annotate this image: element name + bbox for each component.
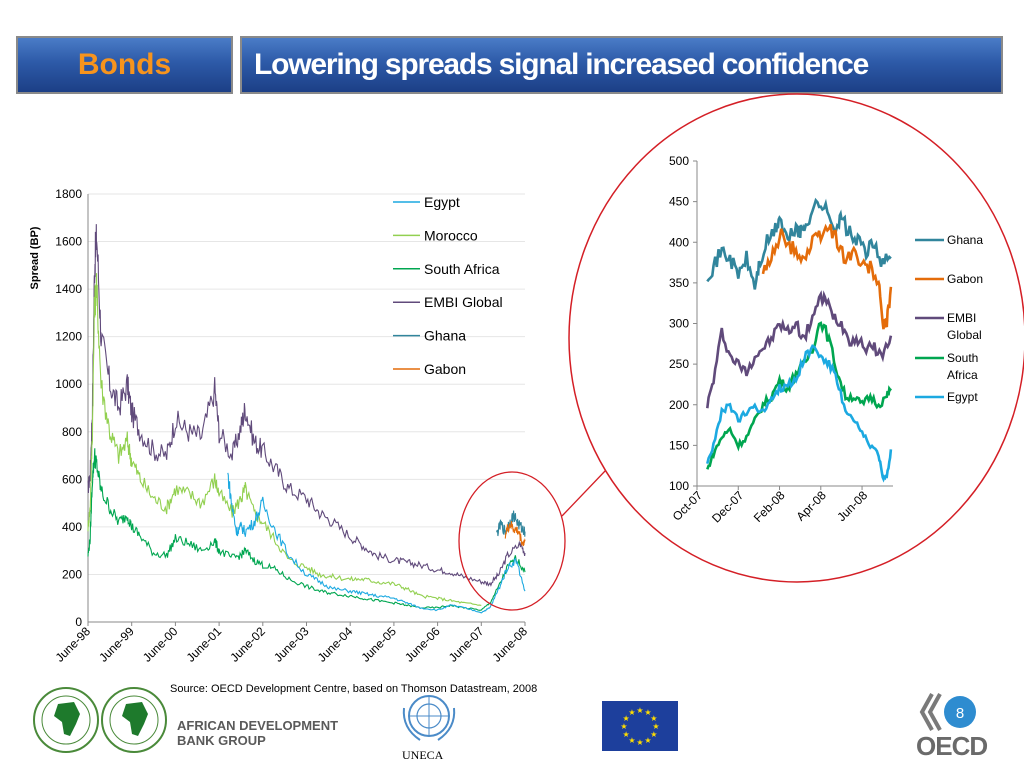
main-x-tick-label: June-02 [227,624,268,665]
main-series-ghana [496,510,526,537]
main-series-morocco [87,273,482,606]
main-series-embi-global [87,224,526,587]
main-y-tick-label: 0 [75,615,82,629]
main-x-tick-label: June-01 [184,624,225,665]
afdb-seal-fr-icon [33,687,99,753]
main-x-tick-label: June-07 [446,624,487,665]
main-y-tick-label: 1000 [55,377,82,391]
zoom-legend-label: Global [947,328,982,342]
zoom-legend-label: Egypt [947,390,978,404]
main-y-tick-label: 400 [62,520,82,534]
main-series-egypt [227,472,526,614]
eu-star-icon: ★ [636,738,643,747]
zoom-y-tick-label: 100 [669,479,689,493]
eu-star-icon: ★ [650,730,657,739]
zoom-legend-label: Gabon [947,272,983,286]
main-x-tick-label: June-04 [315,624,356,665]
main-legend-label: EMBI Global [424,294,503,310]
eu-flag-icon: ★★★★★★★★★ ★ ★★ [602,701,678,751]
zoom-y-tick-label: 250 [669,357,689,371]
page-number: 8 [956,705,964,722]
main-legend-label: Gabon [424,361,466,377]
main-series-gabon [504,520,526,547]
afdb-seal-en-icon [101,687,167,753]
uneca-label: UNECA [402,748,444,762]
eu-star-icon: ★ [644,736,651,745]
highlight-circle [458,471,566,611]
zoom-y-tick-label: 350 [669,276,689,290]
main-x-tick-label: June-98 [53,624,94,665]
eu-star-icon: ★ [644,708,651,717]
section-title: Bonds [77,48,172,81]
main-legend-label: South Africa [424,261,500,277]
main-x-tick-label: June-08 [490,624,531,665]
zoom-circle [568,93,1024,583]
zoom-connector [561,469,607,517]
zoom-series-embi-global [706,290,893,409]
main-legend-label: Morocco [424,227,478,243]
eu-star-icon: ★ [652,722,659,731]
zoom-series-ghana [706,197,892,290]
afdb-name-line1: AFRICAN DEVELOPMENT [177,718,339,733]
zoom-y-tick-label: 400 [669,235,689,249]
eu-star-icon: ★ [628,708,635,717]
slide-title: Lowering spreads signal increased confid… [254,48,869,81]
main-y-tick-label: 1800 [55,187,82,201]
oecd-logo-icon: 8 [919,693,976,731]
zoom-legend-label: EMBI [947,311,976,325]
main-x-tick-label: June-06 [402,624,443,665]
main-legend-label: Ghana [424,328,466,344]
eu-star-icon: ★ [623,730,630,739]
eu-star-icon: ★ [620,722,627,731]
main-y-axis-label: Spread (BP) [29,226,41,289]
afdb-name: AFRICAN DEVELOPMENT BANK GROUP [177,718,338,748]
zoom-legend-label: South [947,351,978,365]
main-y-tick-label: 200 [62,567,82,581]
main-y-tick-label: 600 [62,472,82,486]
main-x-tick-label: June-00 [140,624,181,665]
zoom-y-tick-label: 300 [669,317,689,331]
eu-star-icon: ★ [623,714,630,723]
zoom-legend-label: Ghana [947,233,983,247]
main-x-tick-label: June-05 [358,624,399,665]
eu-star-icon: ★ [650,714,657,723]
zoom-y-tick-label: 200 [669,398,689,412]
un-emblem-icon [402,695,456,741]
zoom-y-tick-label: 450 [669,195,689,209]
main-y-tick-label: 1600 [55,235,82,249]
zoom-series-egypt [706,344,893,483]
section-header: Bonds [16,36,233,94]
eu-star-icon: ★ [628,736,635,745]
zoom-series-gabon [761,223,893,330]
title-header: Lowering spreads signal increased confid… [240,36,1003,94]
main-x-tick-label: June-99 [96,624,137,665]
main-y-tick-label: 1400 [55,282,82,296]
main-legend-label: Egypt [424,194,460,210]
afdb-name-line2: BANK GROUP [177,733,266,748]
source-note: Source: OECD Development Centre, based o… [170,683,538,695]
oecd-label: OECD [916,731,988,761]
main-y-tick-label: 1200 [55,330,82,344]
zoom-y-tick-label: 150 [669,438,689,452]
main-x-tick-label: June-03 [271,624,312,665]
eu-star-icon: ★ [636,706,643,715]
zoom-y-tick-label: 500 [669,154,689,168]
main-y-tick-label: 800 [62,425,82,439]
zoom-legend-label: Africa [947,368,978,382]
afdb-logo [33,687,167,753]
